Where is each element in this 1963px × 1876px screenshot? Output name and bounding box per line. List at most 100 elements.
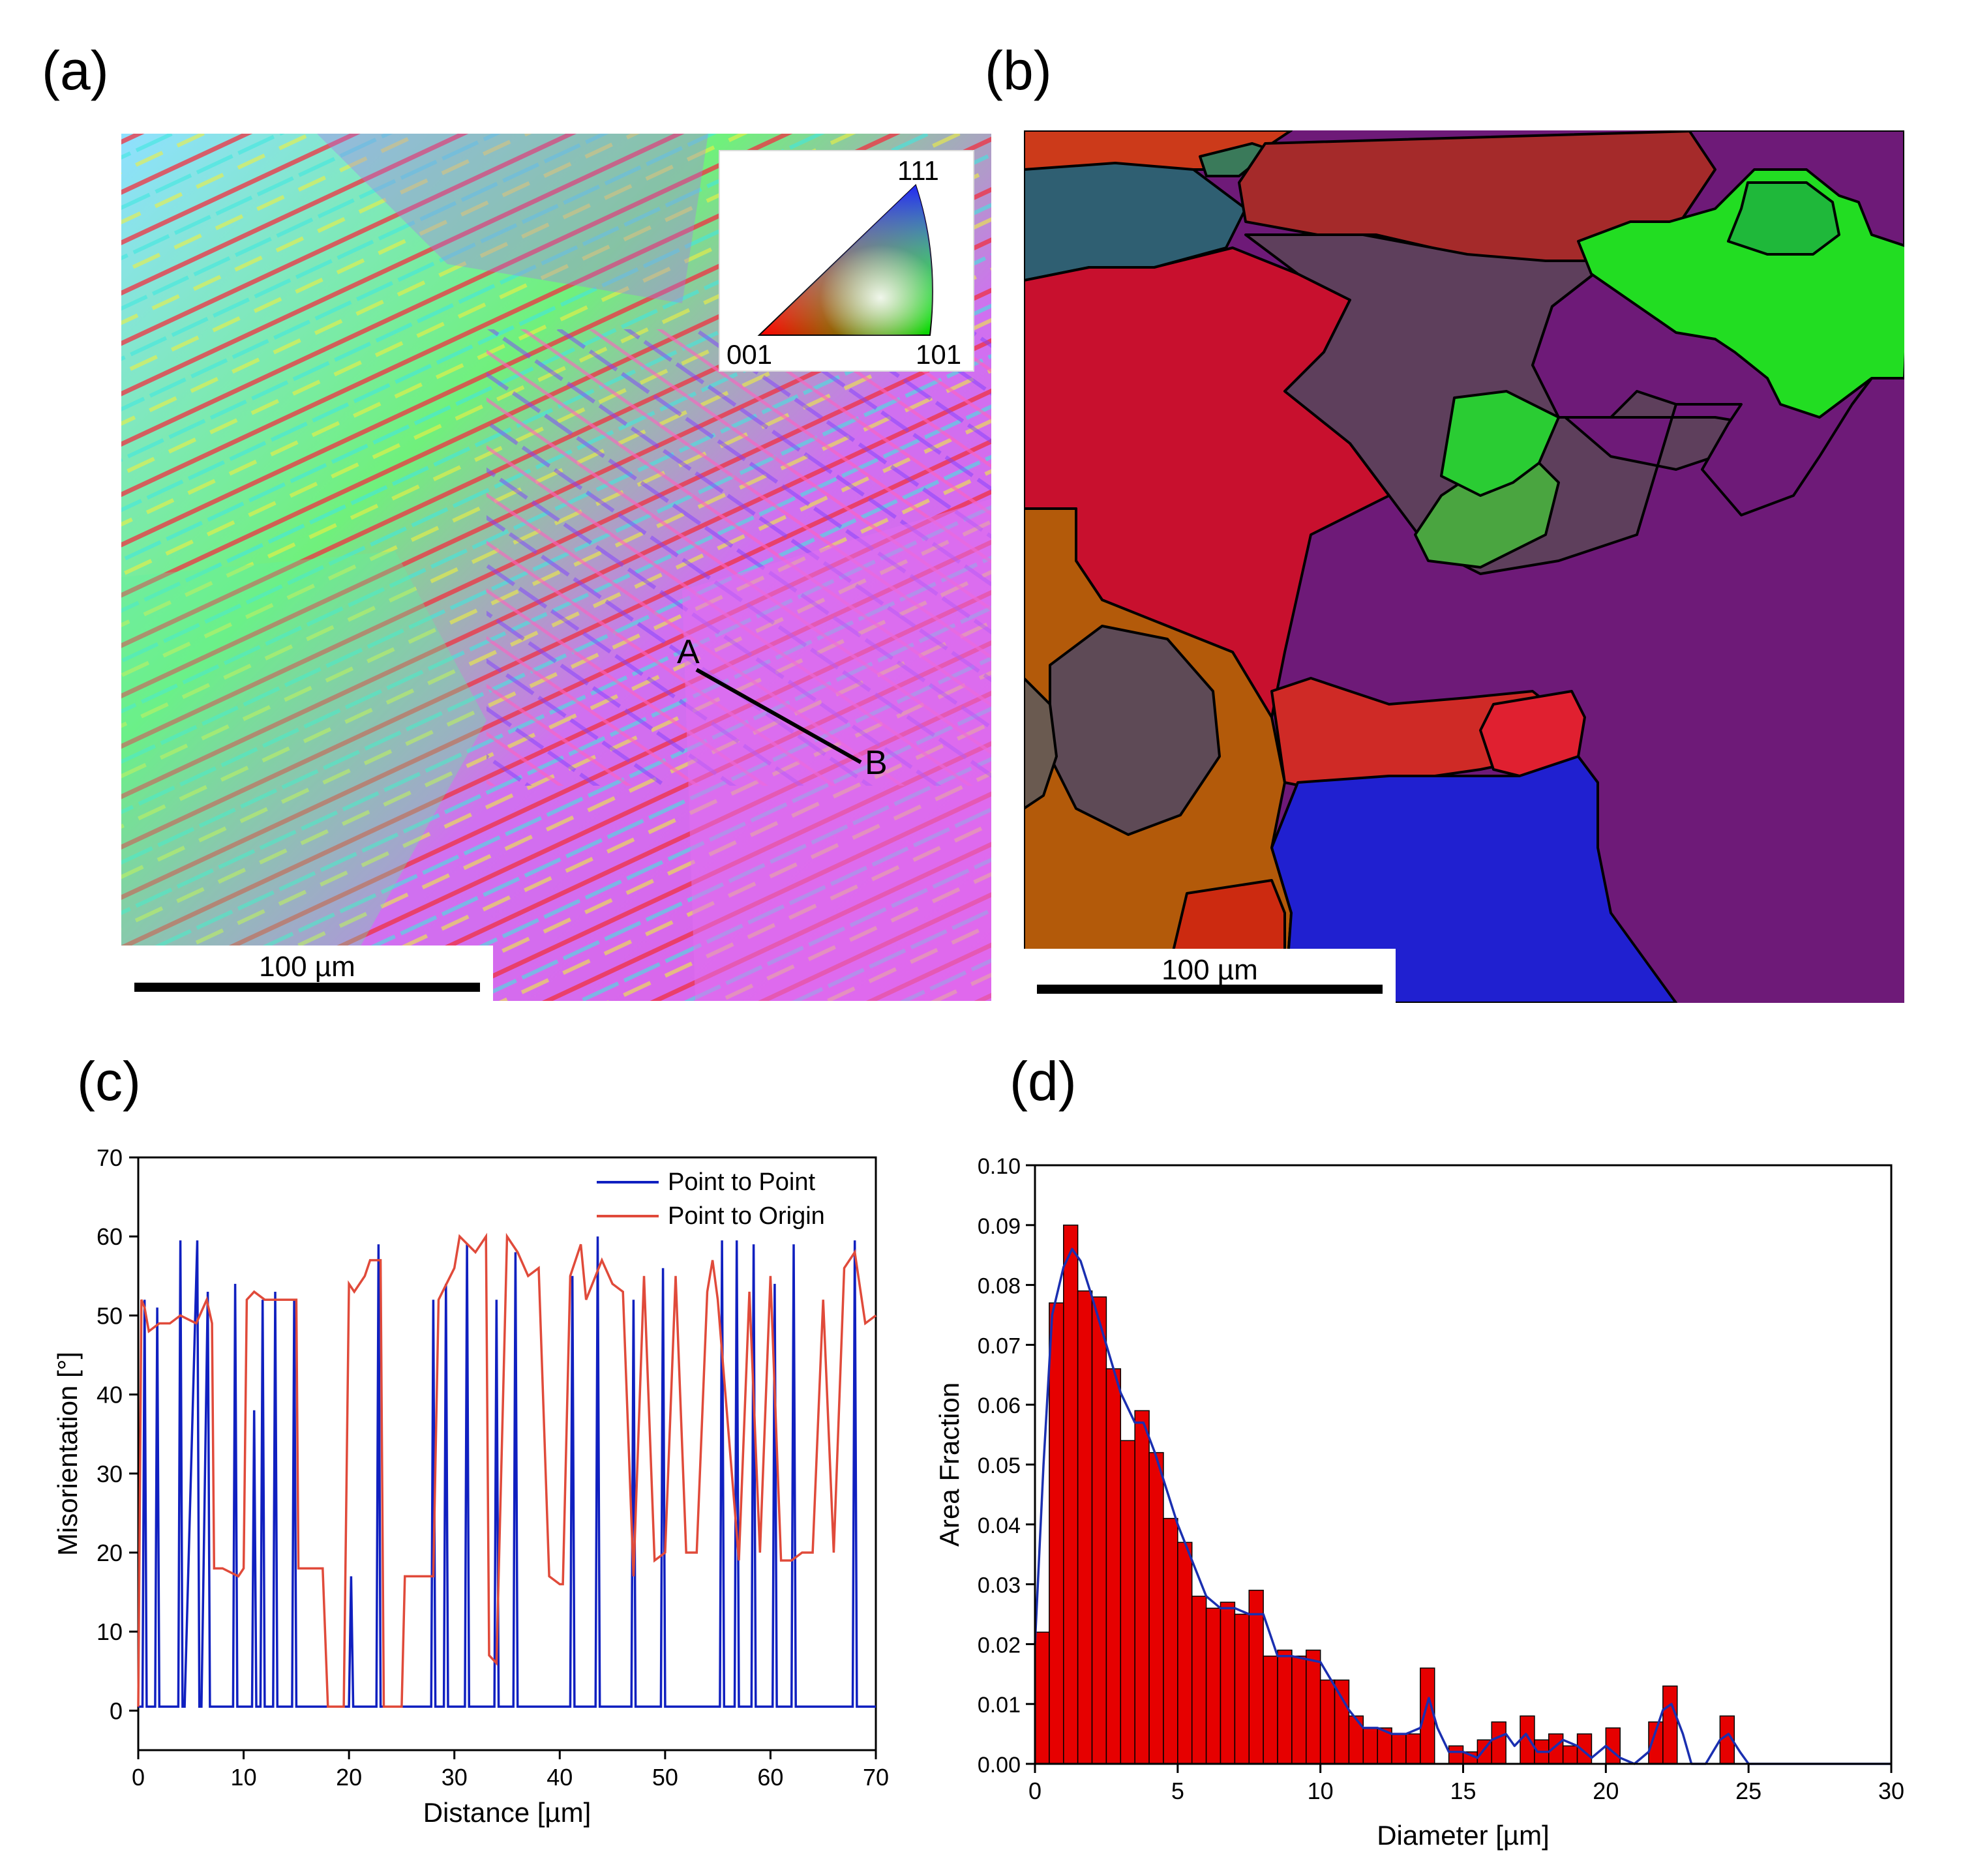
x-tick-label: 10	[231, 1764, 257, 1791]
y-tick-label: 0.01	[978, 1693, 1021, 1718]
histogram-bar	[1034, 1631, 1050, 1764]
histogram-bar	[1134, 1410, 1150, 1764]
y-tick-label: 0.07	[978, 1333, 1021, 1358]
x-tick-label: 40	[547, 1764, 573, 1791]
legend-entry: Point to Origin	[668, 1202, 825, 1230]
y-tick-label: 50	[97, 1302, 123, 1329]
histogram-bar	[1291, 1656, 1307, 1764]
y-tick-label: 40	[97, 1382, 123, 1408]
histogram-bar	[1077, 1290, 1093, 1764]
y-tick-label: 10	[97, 1618, 123, 1645]
histogram-bar	[1662, 1685, 1678, 1764]
histogram-bar	[1277, 1649, 1293, 1764]
y-tick-label: 0.05	[978, 1453, 1021, 1478]
histogram-bar	[1334, 1679, 1350, 1764]
y-axis-label: Area Fraction	[934, 1382, 965, 1547]
ipf-color-key: 111 001 101	[719, 150, 974, 372]
y-tick-label: 0.09	[978, 1214, 1021, 1239]
histogram-bar	[1605, 1727, 1621, 1764]
histogram-bar	[1148, 1452, 1164, 1764]
histogram-bar	[1177, 1541, 1193, 1764]
misorientation-chart: 0 10 20 30 40 50 60 70 0 10 20 30 40 50 60 70 Distance […	[52, 1144, 889, 1828]
histogram-bar	[1063, 1225, 1079, 1764]
y-tick-label: 0.03	[978, 1573, 1021, 1598]
histogram-bar	[1191, 1596, 1207, 1764]
panel-label-d: (d)	[1010, 1050, 1077, 1112]
misorientation-series	[137, 1232, 877, 1708]
panel-label-c: (c)	[77, 1050, 141, 1112]
series-line-point-to-point	[138, 1236, 876, 1708]
misorientation-line-ab	[695, 668, 862, 764]
histogram-bar	[1091, 1296, 1107, 1764]
y-tick-label: 0.00	[978, 1753, 1021, 1778]
histogram-bar	[1562, 1745, 1578, 1764]
histogram-bar	[1420, 1667, 1435, 1764]
y-tick-label: 0.10	[978, 1154, 1021, 1179]
x-tick-label: 15	[1450, 1778, 1476, 1804]
y-tick-label: 0.06	[978, 1393, 1021, 1418]
x-tick-label: 70	[863, 1764, 889, 1791]
histogram-bar	[1120, 1440, 1135, 1764]
x-tick-label: 0	[1028, 1778, 1041, 1804]
y-tick-label: 30	[97, 1461, 123, 1487]
histogram-bar	[1319, 1679, 1336, 1764]
grain-size-axes: 0 5 10 15 20 25 30 0.00 0.01 0.02 0.03 0.04 0.05 0.06…	[934, 1154, 1904, 1851]
ipf-orientation-map: A B 111 001	[121, 134, 991, 1001]
histogram-bar	[1105, 1368, 1122, 1764]
histogram-bar	[1362, 1727, 1378, 1764]
grain-size-curve	[1034, 1247, 1891, 1765]
histogram-bar	[1405, 1733, 1421, 1764]
x-tick-label: 60	[757, 1764, 783, 1791]
x-axis-label: Distance [µm]	[423, 1797, 592, 1828]
histogram-bar	[1049, 1302, 1064, 1764]
legend-entry: Point to Point	[668, 1169, 815, 1196]
panel-label-b: (b)	[985, 40, 1052, 101]
line-point-a: A	[677, 633, 700, 671]
x-tick-label: 30	[1878, 1778, 1904, 1804]
histogram-bar	[1248, 1590, 1264, 1764]
y-tick-label: 0.04	[978, 1513, 1021, 1538]
plot-frame	[137, 1156, 877, 1751]
histogram-bar	[1220, 1601, 1236, 1764]
x-axis-label: Diameter [µm]	[1377, 1820, 1550, 1851]
ipf-label-111: 111	[897, 155, 939, 186]
ipf-label-001: 001	[727, 339, 772, 370]
histogram-bar	[1205, 1607, 1221, 1764]
y-tick-label: 70	[97, 1144, 123, 1171]
grain-size-chart: 0 5 10 15 20 25 30 0.00 0.01 0.02 0.03 0.04 0.05 0.06…	[934, 1154, 1904, 1851]
x-tick-label: 50	[652, 1764, 678, 1791]
scale-bar-line-b	[1037, 985, 1383, 994]
scale-bar-label-b: 100 µm	[1161, 954, 1258, 986]
histogram-bar	[1234, 1613, 1250, 1764]
histogram-bar	[1391, 1733, 1407, 1764]
histogram-bar	[1348, 1715, 1364, 1764]
x-tick-label: 20	[1593, 1778, 1619, 1804]
line-point-b: B	[865, 744, 888, 782]
histogram-bar	[1263, 1656, 1278, 1764]
x-tick-label: 30	[442, 1764, 468, 1791]
grain-size-bars	[1034, 1225, 1735, 1764]
histogram-bar	[1491, 1721, 1506, 1764]
panel-label-a: (a)	[42, 40, 109, 101]
y-axis-label: Misorientation [°]	[52, 1352, 83, 1556]
histogram-bar	[1163, 1517, 1178, 1764]
misorientation-legend: Point to Point Point to Origin	[597, 1169, 825, 1230]
scale-bar-line-a	[134, 983, 480, 992]
y-tick-label: 60	[97, 1223, 123, 1250]
scale-bar-label-a: 100 µm	[259, 951, 355, 983]
series-line-point-to-origin	[137, 1232, 877, 1708]
y-tick-label: 0.02	[978, 1633, 1021, 1658]
parent-grain-map: 100 µm	[1024, 130, 1904, 1003]
x-tick-label: 25	[1735, 1778, 1761, 1804]
y-tick-label: 0	[110, 1697, 123, 1724]
misorientation-axes: 0 10 20 30 40 50 60 70 0 10 20 30 40 50 60 70 Distance […	[52, 1144, 889, 1828]
distribution-fit-curve	[1034, 1247, 1891, 1765]
y-tick-label: 20	[97, 1540, 123, 1566]
histogram-bar	[1306, 1649, 1321, 1764]
y-tick-label: 0.08	[978, 1274, 1021, 1299]
scale-bar-b: 100 µm	[1024, 949, 1396, 1003]
x-tick-label: 0	[132, 1764, 145, 1791]
x-tick-label: 20	[336, 1764, 362, 1791]
histogram-bar	[1448, 1745, 1464, 1764]
scale-bar-a: 100 µm	[121, 945, 493, 1001]
